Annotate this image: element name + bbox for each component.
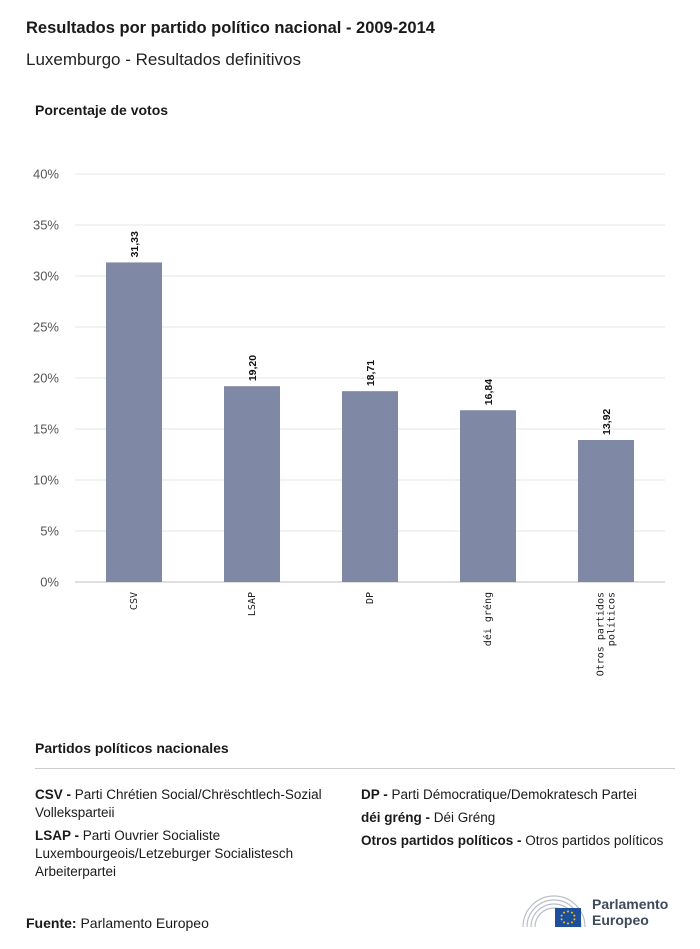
bar-chart: 0% 5% 10% 15% 20% 25% 30% 35% 40% 31,33 CSV 19,20 LS… <box>33 167 665 676</box>
legend-column-right: DP - Parti Démocratique/Demokratesch Par… <box>361 786 681 855</box>
bar <box>342 391 398 582</box>
y-tick-label: 10% <box>33 473 59 488</box>
data-label: 13,92 <box>601 409 613 435</box>
data-label: 16,84 <box>483 379 495 405</box>
x-tick-label: CSV <box>129 592 140 610</box>
x-tick-label: Otros partidos <box>596 592 607 676</box>
y-tick-label: 30% <box>33 269 59 284</box>
legend-item-dp: DP - Parti Démocratique/Demokratesch Par… <box>361 787 637 802</box>
legend-item-lsap: LSAP - Parti Ouvrier Socialiste Luxembou… <box>35 828 294 879</box>
y-tick-label: 25% <box>33 320 59 335</box>
y-tick-label: 40% <box>33 167 59 182</box>
bar <box>578 440 634 582</box>
chart-subtitle: Luxemburgo - Resultados definitivos <box>26 50 301 69</box>
data-label: 31,33 <box>129 231 141 257</box>
x-tick-label: políticos <box>606 592 618 646</box>
legend-item-dei-greng: déi gréng - Déi Gréng <box>361 810 496 825</box>
y-tick-label: 20% <box>33 371 59 386</box>
source-note: Fuente: Parlamento Europeo <box>26 915 209 931</box>
logo-text-line2: Europeo <box>592 912 649 928</box>
data-label: 19,20 <box>247 355 259 381</box>
parlamento-europeo-logo: Parlamento Europeo <box>519 891 684 931</box>
bar <box>106 262 162 582</box>
legend-divider <box>35 768 675 769</box>
legend-title: Partidos políticos nacionales <box>35 740 229 756</box>
x-tick-label: LSAP <box>247 592 258 616</box>
x-tick-label: déi gréng <box>482 592 494 646</box>
bar <box>224 386 280 582</box>
y-tick-label: 35% <box>33 218 59 233</box>
bar <box>460 410 516 582</box>
data-label: 18,71 <box>365 360 377 386</box>
legend-item-csv: CSV - Parti Chrétien Social/Chrëschtlech… <box>35 787 322 820</box>
logo-text-line1: Parlamento <box>592 896 669 912</box>
parliament-hemicycle-icon <box>522 895 586 928</box>
y-tick-label: 15% <box>33 422 59 437</box>
y-tick-label: 0% <box>40 575 59 590</box>
y-axis-label: Porcentaje de votos <box>35 102 169 118</box>
legend-column-left: CSV - Parti Chrétien Social/Chrëschtlech… <box>35 786 345 886</box>
y-tick-label: 5% <box>40 524 59 539</box>
x-tick-label: DP <box>365 592 376 604</box>
legend-item-otros: Otros partidos políticos - Otros partido… <box>361 833 664 848</box>
chart-title: Resultados por partido político nacional… <box>26 19 435 37</box>
